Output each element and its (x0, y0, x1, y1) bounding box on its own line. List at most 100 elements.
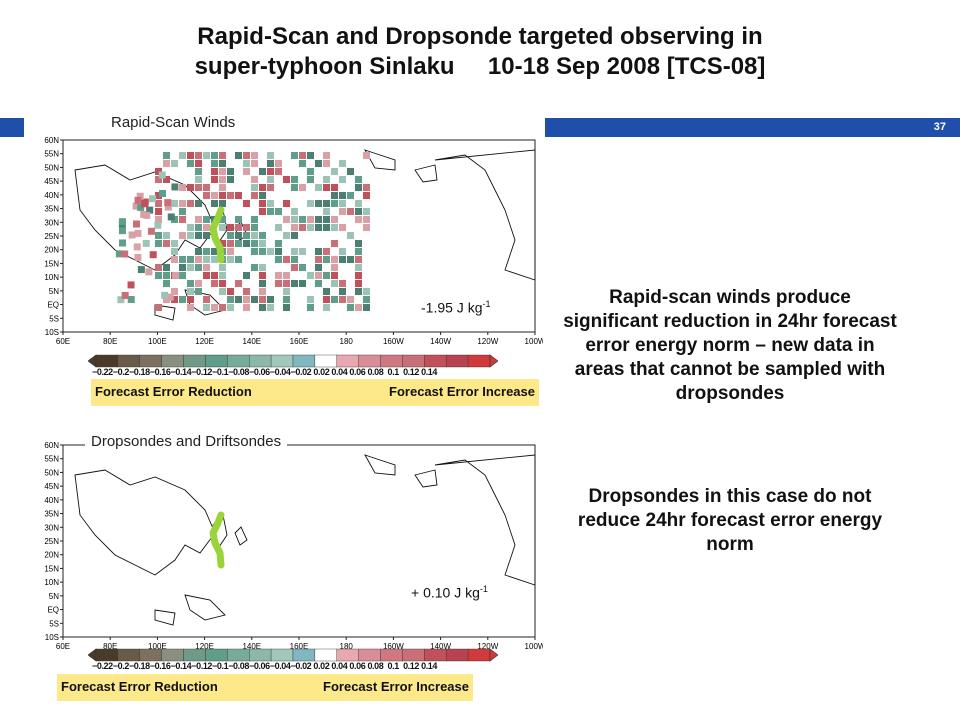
increase-cell (347, 296, 354, 303)
increase-cell (299, 184, 306, 191)
colorbar-swatch (139, 354, 162, 368)
increase-cell (133, 220, 141, 228)
rapid-scan-legend-reduction: Forecast Error Reduction (95, 384, 252, 399)
colorbar-swatch (270, 648, 294, 662)
increase-cell (331, 240, 338, 247)
reduction-cell (179, 208, 186, 215)
coastline (184, 594, 226, 621)
increase-cell (315, 256, 322, 263)
reduction-cell (339, 192, 346, 199)
increase-cell (187, 152, 194, 159)
increase-cell (155, 264, 162, 271)
lat-label: 40N (44, 191, 59, 200)
coastline (234, 526, 248, 546)
increase-cell (323, 248, 330, 255)
lat-label: 5S (49, 619, 59, 628)
reduction-cell (195, 200, 202, 207)
reduction-cell (227, 232, 234, 239)
reduction-cell (307, 304, 314, 311)
reduction-cell (211, 256, 218, 263)
increase-cell (203, 224, 210, 231)
reduction-cell (315, 280, 322, 287)
reduction-cell (137, 266, 145, 274)
lon-label: 100E (148, 642, 167, 651)
lat-label: EQ (47, 606, 59, 615)
rapid-scan-colorbar-ticks: −0.22−0.2−0.18−0.16−0.14−0.12−0.1−0.08−0… (92, 367, 438, 377)
increase-cell (143, 211, 151, 219)
reduction-cell (291, 152, 298, 159)
lat-label: EQ (47, 301, 59, 310)
title-line-1: Rapid-Scan and Dropsonde targeted observ… (197, 23, 763, 50)
increase-cell (347, 208, 354, 215)
colorbar-swatch (292, 648, 316, 662)
reduction-cell (307, 272, 314, 279)
increase-cell (363, 216, 370, 223)
reduction-cell (251, 232, 258, 239)
reduction-cell (251, 184, 258, 191)
rapid-scan-map: 60N 55N 50N 45N 40N 35N 30N 25N 20N 15N 10N 5N EQ 5S 1… (44, 136, 543, 346)
reduction-cell (195, 176, 202, 183)
increase-cell (195, 216, 202, 223)
colorbar-swatch (270, 354, 294, 368)
lat-label: 50N (44, 468, 59, 477)
colorbar-swatch (380, 354, 403, 368)
lat-label: 25N (44, 232, 59, 241)
reduction-cell (339, 160, 346, 167)
reduction-cell (307, 296, 314, 303)
increase-cell (363, 224, 370, 231)
increase-cell (251, 192, 258, 199)
lat-label: 60N (44, 136, 59, 145)
increase-cell (235, 280, 242, 287)
increase-cell (203, 272, 210, 279)
increase-cell (155, 192, 162, 199)
increase-cell (155, 304, 162, 311)
reduction-cell (275, 224, 282, 231)
reduction-cell (146, 206, 154, 214)
increase-cell (299, 152, 306, 159)
reduction-cell (219, 216, 226, 223)
reduction-cell (275, 248, 282, 255)
colorbar-swatch (380, 648, 403, 662)
increase-cell (211, 176, 218, 183)
lon-label: 120W (477, 642, 498, 651)
increase-cell (155, 176, 162, 183)
reduction-cell (235, 152, 242, 159)
rapid-scan-panel: 60N 55N 50N 45N 40N 35N 30N 25N 20N 15N 10N 5N EQ 5S 1… (35, 110, 543, 410)
increase-cell (121, 291, 129, 299)
lon-label: 140E (242, 642, 261, 651)
rapid-scan-summary: Rapid-scan winds produce significant red… (563, 287, 897, 404)
reduction-cell (323, 288, 330, 295)
increase-cell (275, 272, 282, 279)
dropsonde-map: 60N 55N 50N 45N 40N 35N 30N 25N 20N 15N 10N 5N EQ 5S 1… (44, 441, 543, 651)
increase-cell (134, 254, 142, 262)
colorbar-swatch (467, 648, 491, 662)
increase-cell (219, 152, 226, 159)
increase-cell (275, 280, 282, 287)
increase-cell (243, 296, 250, 303)
lat-label: 30N (44, 218, 59, 227)
increase-cell (211, 192, 218, 199)
reduction-cell (275, 208, 282, 215)
reduction-cell (219, 200, 226, 207)
increase-cell (203, 192, 210, 199)
colorbar-swatch (249, 648, 272, 662)
reduction-cell (259, 248, 266, 255)
increase-cell (203, 184, 210, 191)
increase-cell (355, 272, 362, 279)
increase-cell (259, 272, 266, 279)
reduction-cell (149, 195, 157, 203)
reduction-cell (315, 264, 322, 271)
reduction-cell (203, 152, 210, 159)
reduction-cell (179, 256, 186, 263)
reduction-cell (227, 296, 234, 303)
increase-cell (136, 192, 144, 200)
increase-cell (275, 168, 282, 175)
reduction-cell (355, 288, 362, 295)
coastline (434, 149, 536, 281)
reduction-cell (203, 256, 210, 263)
reduction-cell (355, 176, 362, 183)
increase-cell (219, 280, 226, 287)
lat-label: 5N (49, 287, 59, 296)
colorbar-arrow-left (88, 648, 97, 662)
increase-cell (323, 152, 330, 159)
